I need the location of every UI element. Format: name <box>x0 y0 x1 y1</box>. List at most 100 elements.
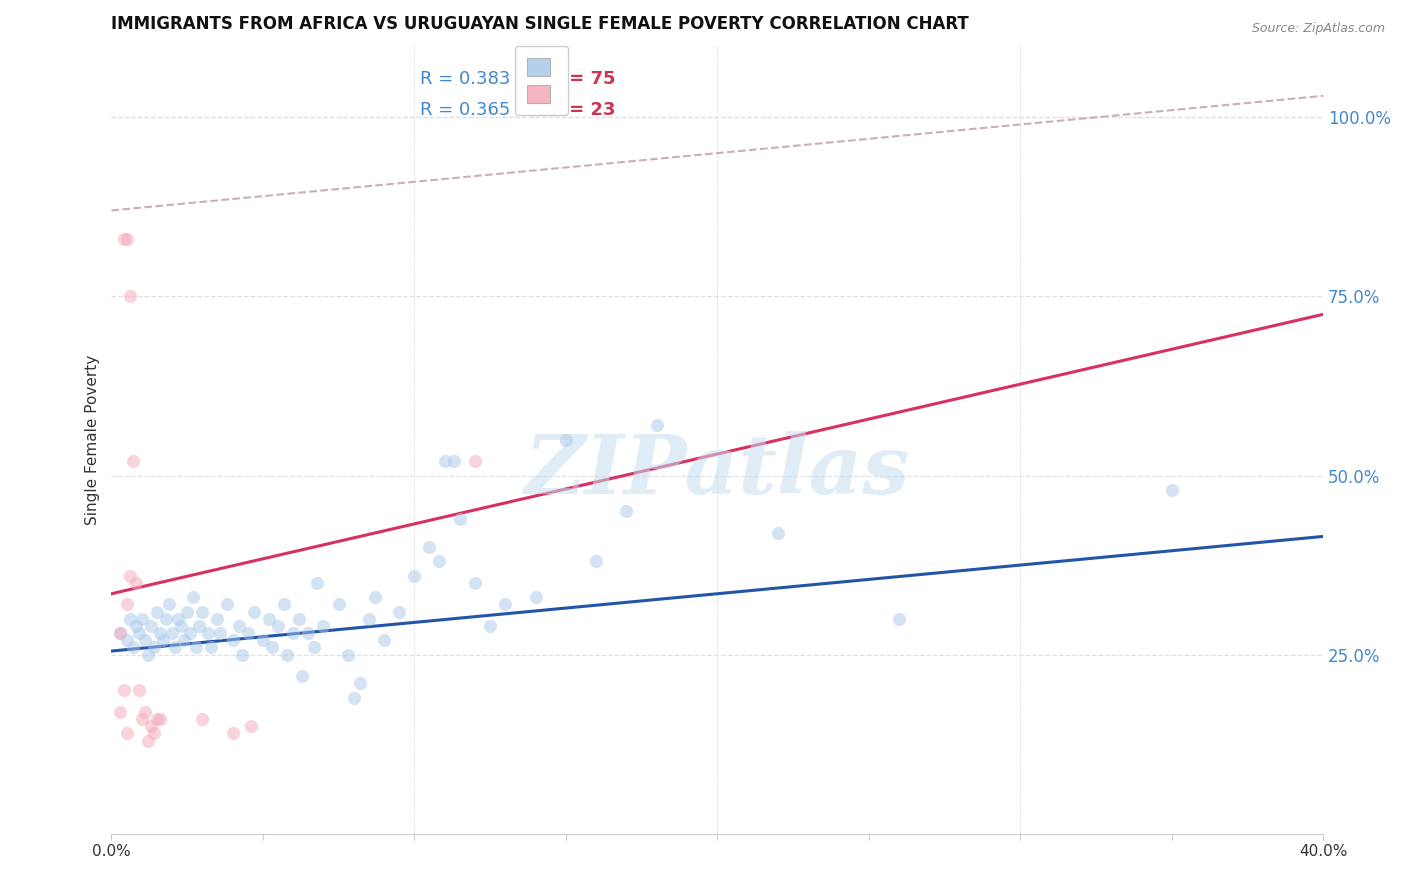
Text: N = 23: N = 23 <box>547 102 616 120</box>
Point <box>167 612 190 626</box>
Point <box>163 640 186 655</box>
Text: ZIPatlas: ZIPatlas <box>524 431 910 511</box>
Point <box>479 619 502 633</box>
Point <box>118 289 141 303</box>
Point <box>297 626 319 640</box>
Point <box>112 683 135 698</box>
Point <box>197 626 219 640</box>
Y-axis label: Single Female Poverty: Single Female Poverty <box>86 355 100 524</box>
Point <box>304 640 326 655</box>
Point <box>336 648 359 662</box>
Text: R = 0.365: R = 0.365 <box>420 102 510 120</box>
Point <box>115 598 138 612</box>
Point <box>616 504 638 518</box>
Point <box>464 576 486 591</box>
Point <box>276 648 298 662</box>
Legend: , : , <box>515 46 568 115</box>
Point <box>118 569 141 583</box>
Point <box>443 454 465 468</box>
Point <box>121 454 143 468</box>
Point <box>645 418 668 433</box>
Point <box>433 454 456 468</box>
Point <box>112 232 135 246</box>
Point <box>121 640 143 655</box>
Point <box>585 554 607 568</box>
Point <box>373 633 395 648</box>
Point <box>136 648 159 662</box>
Point <box>252 633 274 648</box>
Point <box>207 612 229 626</box>
Point <box>554 433 576 447</box>
Point <box>142 640 165 655</box>
Point <box>124 619 146 633</box>
Point <box>766 525 789 540</box>
Point <box>128 626 150 640</box>
Point <box>146 605 169 619</box>
Point <box>142 726 165 740</box>
Point <box>215 598 238 612</box>
Text: R = 0.383: R = 0.383 <box>420 70 510 87</box>
Point <box>191 712 214 726</box>
Point <box>449 511 471 525</box>
Point <box>887 612 910 626</box>
Point <box>464 454 486 468</box>
Point <box>404 569 426 583</box>
Point <box>118 612 141 626</box>
Point <box>312 619 335 633</box>
Point <box>239 719 262 733</box>
Point <box>267 619 290 633</box>
Point <box>243 605 266 619</box>
Point <box>209 626 232 640</box>
Point <box>115 633 138 648</box>
Point <box>152 633 174 648</box>
Point <box>146 712 169 726</box>
Point <box>131 712 153 726</box>
Point <box>134 705 156 719</box>
Point <box>176 605 198 619</box>
Point <box>343 690 366 705</box>
Point <box>179 626 201 640</box>
Point <box>307 576 329 591</box>
Point <box>170 619 193 633</box>
Point <box>291 669 314 683</box>
Point <box>160 626 183 640</box>
Point <box>110 626 132 640</box>
Point <box>186 640 208 655</box>
Text: Source: ZipAtlas.com: Source: ZipAtlas.com <box>1251 22 1385 36</box>
Point <box>157 598 180 612</box>
Point <box>124 576 146 591</box>
Point <box>200 640 222 655</box>
Point <box>524 591 547 605</box>
Text: N = 75: N = 75 <box>547 70 616 87</box>
Point <box>349 676 371 690</box>
Point <box>273 598 295 612</box>
Point <box>328 598 350 612</box>
Point <box>1160 483 1182 497</box>
Point <box>388 605 411 619</box>
Point <box>357 612 380 626</box>
Point <box>494 598 516 612</box>
Point <box>149 712 172 726</box>
Point <box>221 726 243 740</box>
Point <box>191 605 214 619</box>
Point <box>110 626 132 640</box>
Point <box>110 705 132 719</box>
Point <box>139 619 162 633</box>
Point <box>364 591 387 605</box>
Point <box>136 733 159 747</box>
Point <box>257 612 280 626</box>
Point <box>260 640 283 655</box>
Point <box>188 619 211 633</box>
Point <box>221 633 243 648</box>
Point <box>149 626 172 640</box>
Point <box>139 719 162 733</box>
Point <box>115 726 138 740</box>
Point <box>115 232 138 246</box>
Point <box>155 612 177 626</box>
Point <box>128 683 150 698</box>
Point <box>228 619 250 633</box>
Point <box>231 648 253 662</box>
Point <box>236 626 259 640</box>
Point <box>181 591 204 605</box>
Point <box>427 554 450 568</box>
